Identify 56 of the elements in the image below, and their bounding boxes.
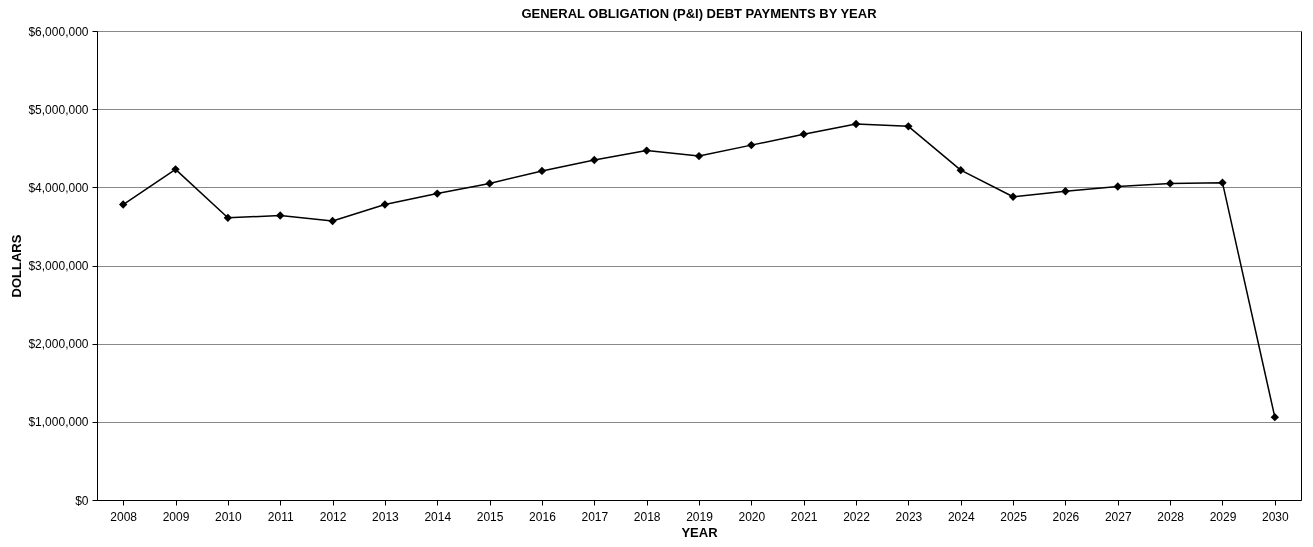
y-tick-label: $5,000,000 bbox=[28, 102, 89, 117]
point bbox=[851, 119, 861, 129]
x-tick-label: 2021 bbox=[790, 509, 818, 524]
x-tick-label: 2022 bbox=[843, 509, 871, 524]
x-tick-label: 2010 bbox=[215, 509, 243, 524]
y-tick-label: $6,000,000 bbox=[28, 24, 89, 39]
y-tick-label: $4,000,000 bbox=[28, 180, 89, 195]
x-tick-label: 2019 bbox=[686, 509, 714, 524]
x-tick-label: 2026 bbox=[1052, 509, 1080, 524]
y-tick-label: $3,000,000 bbox=[28, 259, 89, 273]
chart-title: GENERAL OBLIGATION (P&I) DEBT PAYMENTS BY YEAR bbox=[521, 6, 878, 21]
point bbox=[904, 122, 913, 131]
point bbox=[590, 155, 599, 165]
x-tick-label: 2024 bbox=[947, 509, 975, 524]
point bbox=[956, 165, 965, 175]
x-tick-label: 2023 bbox=[895, 509, 923, 524]
point bbox=[485, 179, 494, 188]
point bbox=[694, 151, 704, 161]
x-tick-label: 2018 bbox=[633, 509, 661, 524]
x-tick-label: 2020 bbox=[738, 509, 766, 524]
y-axis-title: DOLLARS bbox=[9, 234, 25, 298]
x-tick-label: 2012 bbox=[319, 509, 347, 524]
point bbox=[799, 130, 808, 139]
point bbox=[1165, 179, 1175, 188]
point bbox=[1270, 412, 1280, 422]
x-tick-label: 2015 bbox=[476, 509, 504, 524]
point bbox=[328, 216, 337, 226]
x-tick-label: 2028 bbox=[1157, 509, 1185, 524]
x-tick-label: 2029 bbox=[1209, 509, 1237, 524]
point bbox=[433, 189, 442, 198]
x-tick-label: 2017 bbox=[581, 509, 609, 524]
y-tick-label: $1,000,000 bbox=[28, 415, 89, 430]
point bbox=[380, 200, 390, 209]
x-tick-label: 2025 bbox=[1000, 509, 1028, 524]
point bbox=[223, 213, 233, 222]
x-tick-label: 2016 bbox=[529, 509, 557, 524]
point bbox=[1061, 187, 1070, 196]
y-tick-label: $0 bbox=[75, 493, 89, 508]
x-tick-label: 2014 bbox=[424, 509, 452, 524]
point bbox=[276, 211, 285, 220]
point bbox=[1113, 182, 1122, 191]
x-tick-label: 2030 bbox=[1261, 509, 1289, 524]
point bbox=[642, 146, 651, 155]
point bbox=[537, 166, 547, 176]
point bbox=[171, 165, 180, 174]
x-axis-title: YEAR bbox=[681, 524, 719, 540]
x-tick-label: 2027 bbox=[1104, 509, 1132, 524]
x-tick-label: 2009 bbox=[162, 509, 190, 524]
point bbox=[118, 200, 128, 209]
x-tick-label: 2008 bbox=[110, 509, 138, 524]
point bbox=[1008, 192, 1018, 201]
y-tick-label: $2,000,000 bbox=[28, 337, 89, 352]
point bbox=[1218, 178, 1227, 187]
x-tick-label: 2011 bbox=[267, 509, 294, 524]
x-tick-label: 2013 bbox=[372, 509, 400, 524]
point bbox=[747, 140, 756, 150]
